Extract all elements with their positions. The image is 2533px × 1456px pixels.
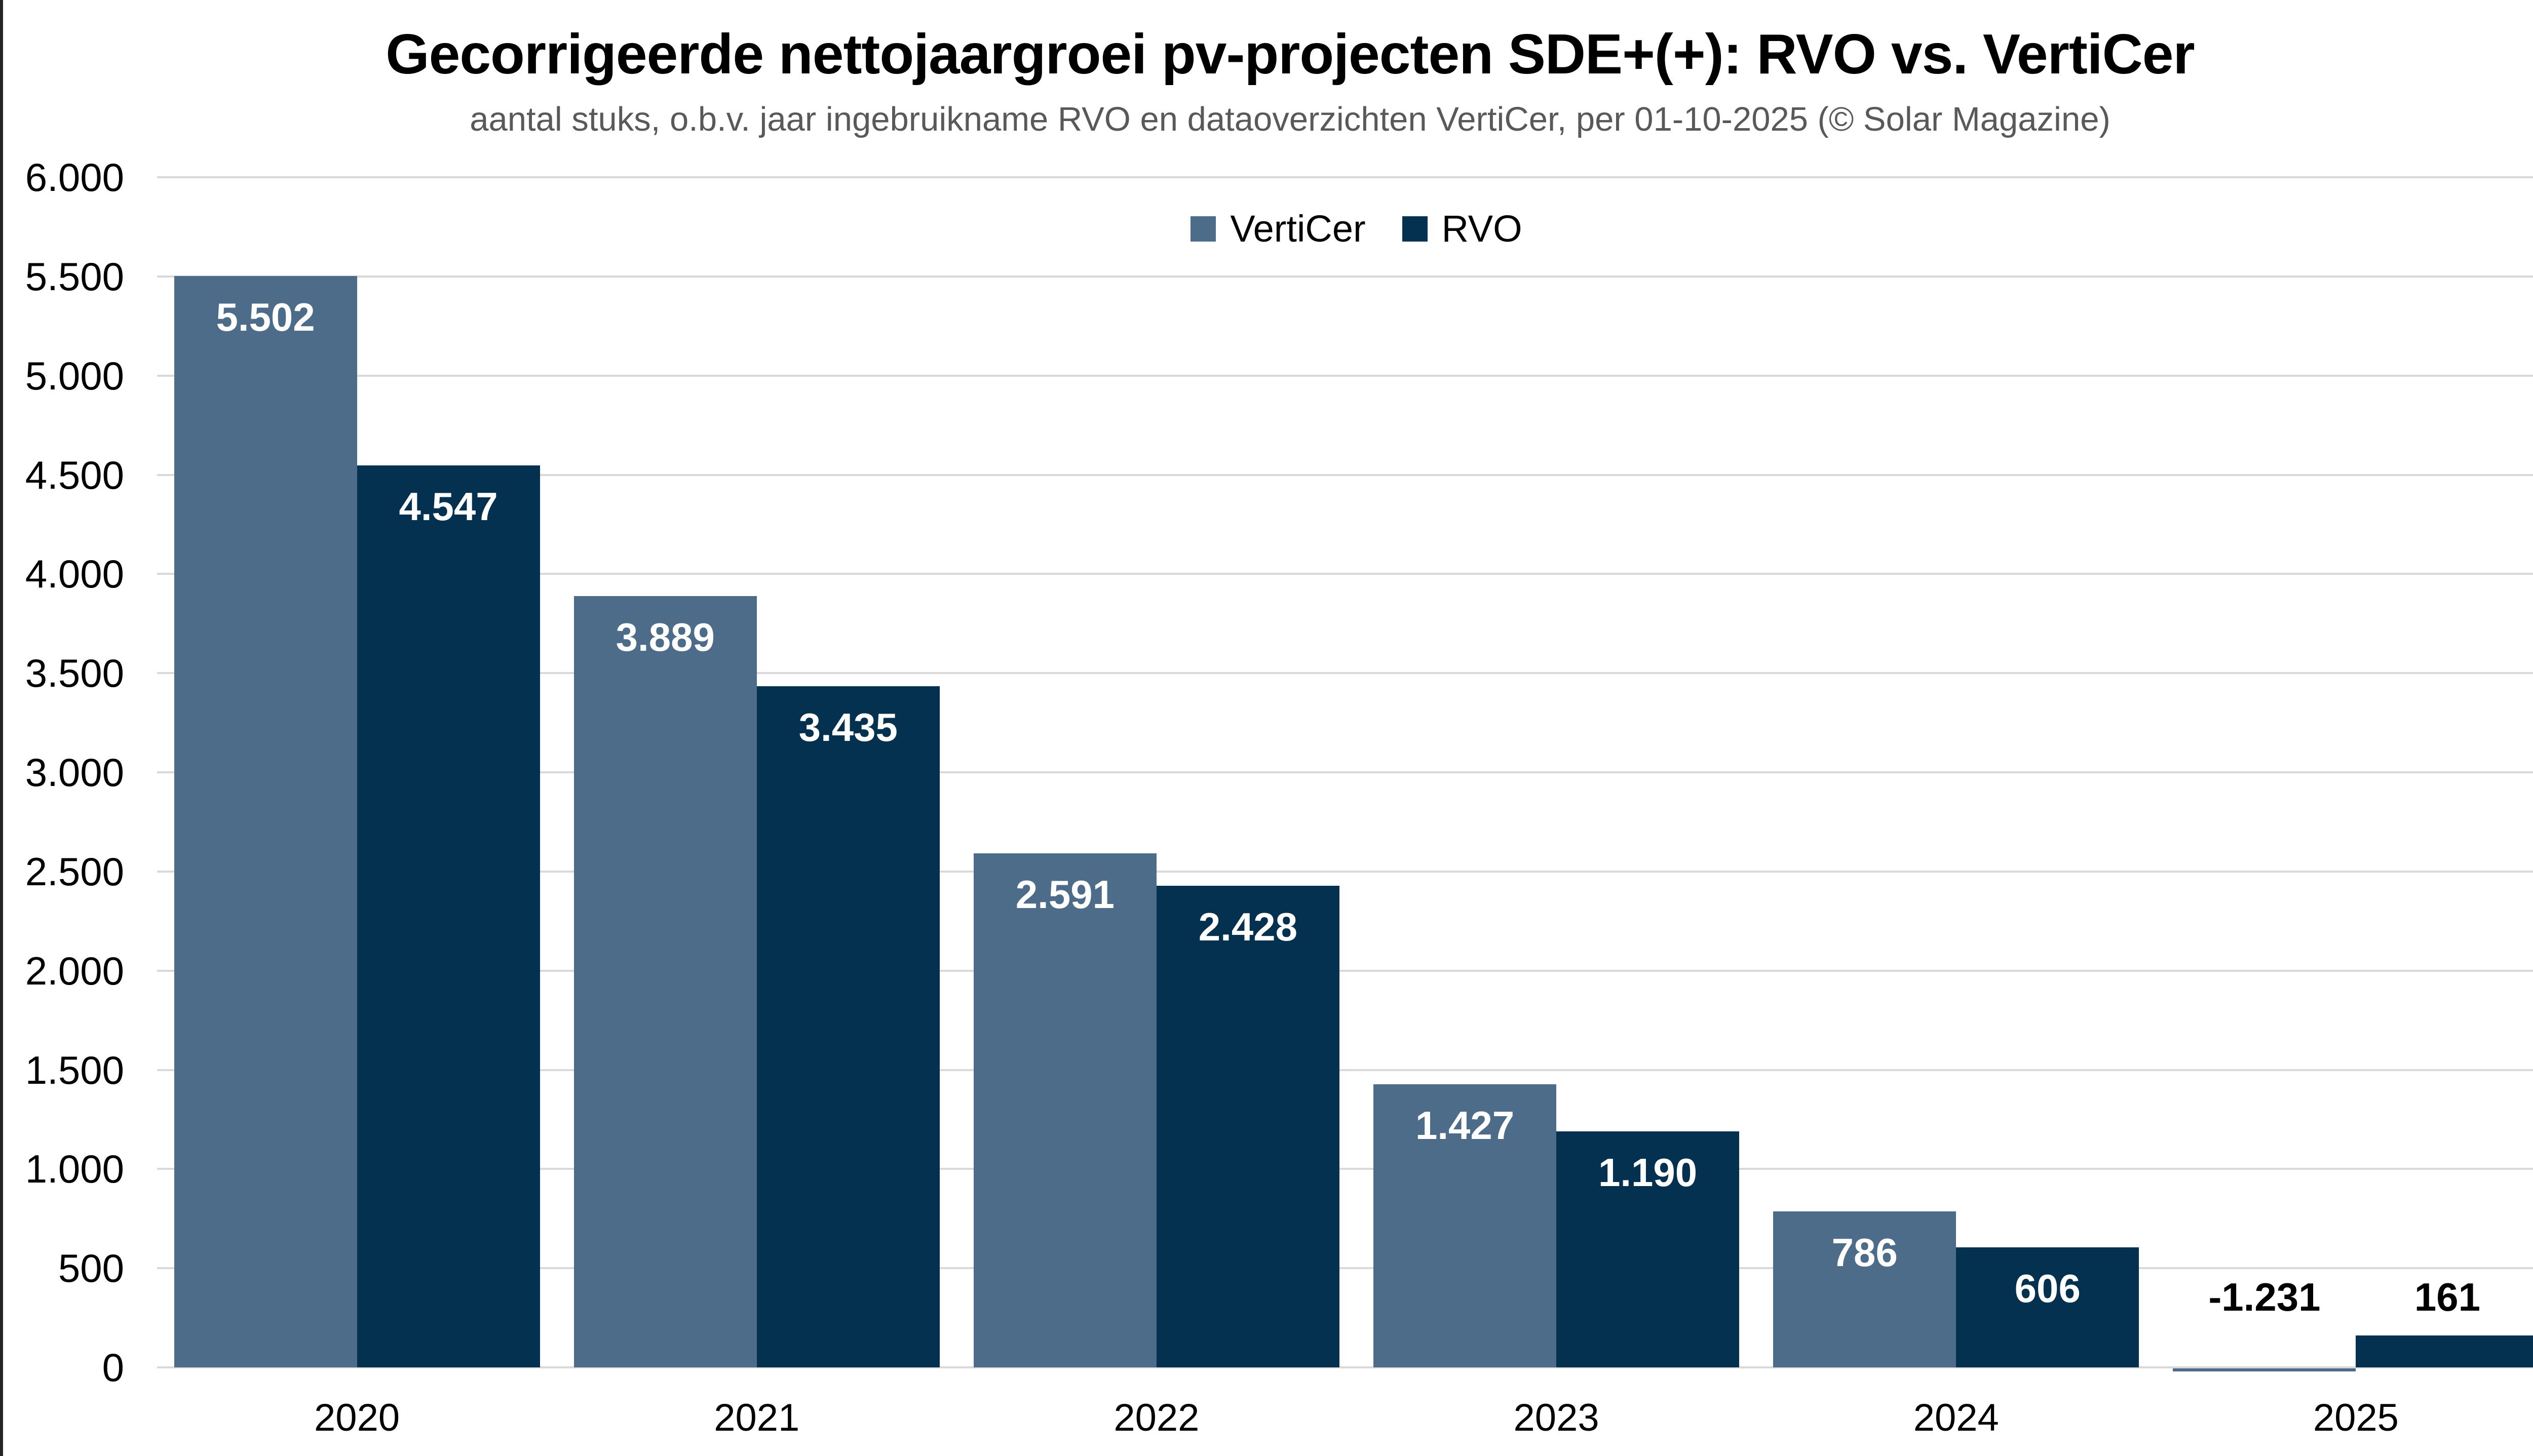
gridline-0 [157,1366,2533,1368]
gridline-2000 [157,969,2533,972]
x-axis-label-2025: 2025 [2313,1396,2399,1439]
y-axis-tick-label: 5.500 [25,254,124,299]
chart-legend: VertiCer RVO [157,208,2533,250]
y-axis-tick-label: 6.000 [25,155,124,200]
bar-value-label-verticer-2021: 3.889 [616,614,715,659]
gridline-3000 [157,771,2533,773]
bar-rvo-2022 [1156,886,1339,1367]
x-axis-label-2020: 2020 [314,1396,400,1439]
legend-label-rvo: RVO [1441,208,1522,250]
bar-verticer-2021 [573,596,757,1367]
y-axis-tick-label: 4.500 [25,452,124,497]
bar-value-label-rvo-2024: 606 [2014,1266,2081,1311]
y-axis-tick-label: 4.000 [25,552,124,597]
x-axis-label-2023: 2023 [1513,1396,1599,1439]
bar-rvo-2024 [1956,1247,2139,1367]
chart-title: Gecorrigeerde nettojaargroei pv-projecte… [386,23,2195,86]
bar-value-label-rvo-2022: 2.428 [1198,904,1298,950]
bar-value-label-rvo-2023: 1.190 [1598,1150,1698,1195]
legend-item-verticer: VertiCer [1191,208,1366,250]
plot-area: 5.502 4.547 3.889 3.435 2.591 2.428 1.427 1.190… [157,176,2533,1371]
bar-value-label-rvo-2020: 4.547 [399,484,498,529]
gridline-5000 [157,374,2533,377]
gridline-3500 [157,672,2533,675]
legend-item-rvo: RVO [1402,210,1522,248]
x-axis-label-2021: 2021 [714,1396,800,1439]
y-axis-tick-label: 3.000 [25,750,124,795]
gridline-5500 [157,275,2533,278]
bar-value-label-verticer-2025: -1.231 [2208,1275,2321,1319]
bar-rvo-2020 [357,465,540,1367]
bar-verticer-2022 [973,853,1157,1367]
x-axis-label-2024: 2024 [1913,1396,1999,1439]
bar-value-label-verticer-2023: 1.427 [1415,1103,1515,1148]
bar-verticer-2024 [1773,1211,1956,1367]
legend-swatch-verticer [1191,216,1216,242]
y-axis-tick-label: 0 [102,1345,124,1390]
chart-subtitle: aantal stuks, o.b.v. jaar ingebruikname … [470,100,2110,138]
bar-value-label-verticer-2022: 2.591 [1015,872,1115,917]
page-left-border [0,0,3,1456]
gridline-1000 [157,1168,2533,1170]
y-axis-tick-label: 2.000 [25,948,124,993]
y-axis-tick-label: 1.500 [25,1047,124,1092]
bar-rvo-2025 [2356,1335,2533,1367]
y-axis: 0 500 1.000 1.500 2.000 2.500 3.000 3.500 4.000 4… [0,0,127,1456]
y-axis-tick-label: 2.500 [25,849,124,894]
bar-rvo-2021 [756,686,940,1367]
bar-value-label-verticer-2020: 5.502 [216,295,315,340]
bar-verticer-2020 [174,276,357,1367]
bar-rvo-2023 [1556,1131,1740,1367]
x-axis-label-2022: 2022 [1114,1396,1200,1439]
bar-value-label-verticer-2024: 786 [1831,1230,1898,1275]
y-axis-tick-label: 5.000 [25,353,124,398]
x-axis: 2020 2021 2022 2023 2024 2025 [157,1392,2533,1442]
gridline-4500 [157,474,2533,476]
gridline-500 [157,1267,2533,1270]
gridline-1500 [157,1069,2533,1071]
bar-value-label-rvo-2025: 161 [2414,1275,2480,1319]
bar-verticer-2025-clipped-negative [2173,1368,2356,1371]
gridline-4000 [157,573,2533,575]
bar-verticer-2023 [1373,1084,1557,1367]
y-axis-tick-label: 500 [58,1246,124,1291]
bar-value-label-rvo-2021: 3.435 [798,704,898,750]
legend-label-verticer: VertiCer [1230,208,1366,250]
gridline-6000 [157,176,2533,178]
gridline-2500 [157,870,2533,873]
legend-swatch-rvo [1402,216,1428,242]
y-axis-tick-label: 1.000 [25,1147,124,1192]
y-axis-tick-label: 3.500 [25,651,124,696]
